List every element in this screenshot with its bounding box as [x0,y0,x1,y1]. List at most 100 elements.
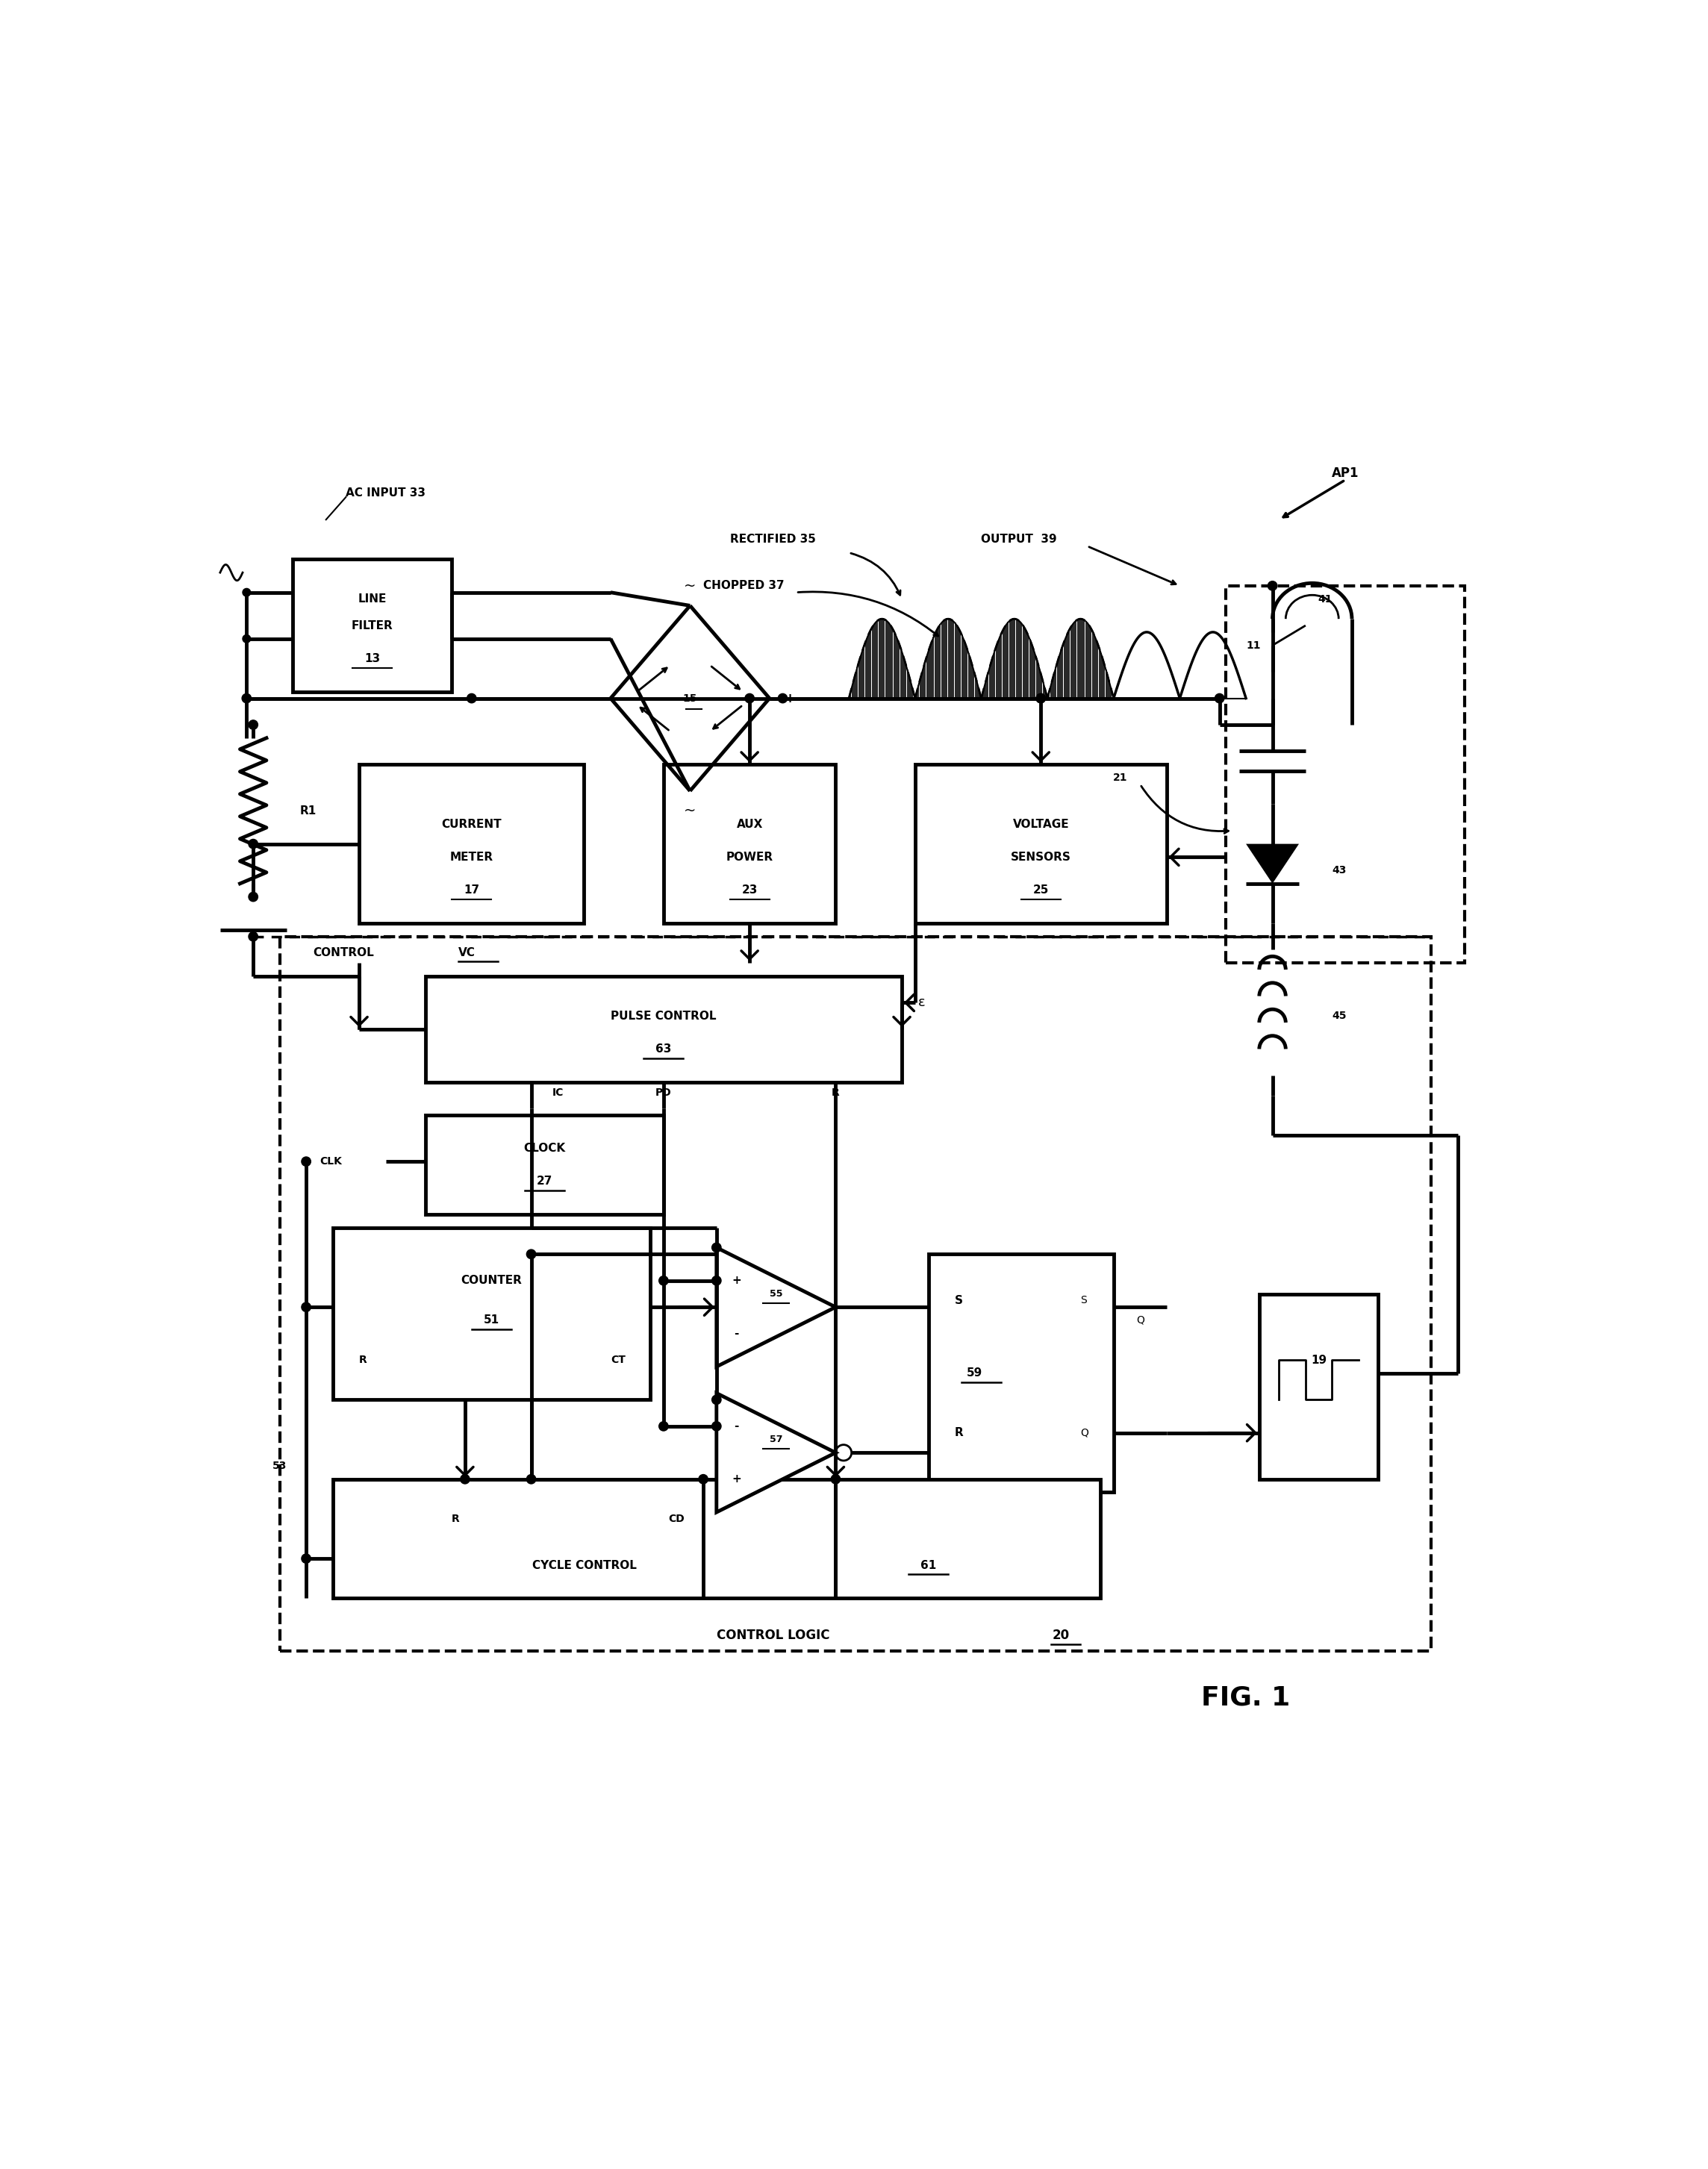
Text: PULSE CONTROL: PULSE CONTROL [611,1011,716,1022]
Bar [425,976,902,1082]
Circle shape [1214,694,1225,703]
Circle shape [659,1275,668,1286]
Text: 20: 20 [1052,1629,1069,1642]
Text: CONTROL LOGIC: CONTROL LOGIC [717,1629,830,1642]
Bar [425,1115,663,1215]
Polygon shape [717,1247,835,1366]
Text: AUX: AUX [736,818,763,829]
Text: 57: 57 [770,1434,782,1445]
Text: CURRENT: CURRENT [442,818,502,829]
Circle shape [712,1395,721,1403]
Text: +: + [784,692,794,705]
Text: CLK: CLK [319,1156,342,1167]
Text: 21: 21 [1114,772,1127,783]
Text: 53: 53 [273,1460,287,1471]
Text: -: - [734,1421,740,1432]
Text: 61: 61 [921,1560,936,1570]
Circle shape [659,1421,668,1432]
Text: 11: 11 [1247,640,1261,651]
Text: CYCLE CONTROL: CYCLE CONTROL [531,1560,637,1570]
Text: METER: METER [449,852,494,863]
Text: PD: PD [656,1087,671,1098]
Text: -: - [734,1327,740,1338]
Text: IC: IC [552,1087,564,1098]
Polygon shape [1247,844,1300,883]
Text: CONTROL: CONTROL [313,948,374,959]
Circle shape [1267,581,1278,590]
Circle shape [243,636,251,642]
Text: 45: 45 [1332,1011,1346,1022]
Text: +: + [731,1275,741,1286]
Text: 27: 27 [536,1176,552,1186]
Text: 43: 43 [1332,865,1346,876]
Text: SENSORS: SENSORS [1011,852,1071,863]
Circle shape [302,1553,311,1564]
Circle shape [832,1475,840,1484]
Circle shape [699,1475,707,1484]
Text: OUTPUT  39: OUTPUT 39 [980,534,1057,544]
Circle shape [526,1475,536,1484]
Text: FIG. 1: FIG. 1 [1201,1685,1291,1709]
Bar [664,763,835,924]
Text: R: R [832,1087,840,1098]
Circle shape [461,1475,470,1484]
Circle shape [249,891,258,902]
Circle shape [243,588,251,596]
Text: 17: 17 [465,885,480,896]
Text: 13: 13 [364,653,381,664]
Circle shape [302,1156,311,1167]
Text: 59: 59 [967,1369,982,1379]
Text: AC INPUT 33: AC INPUT 33 [345,488,425,499]
Circle shape [712,1243,721,1252]
Bar [1226,586,1464,963]
Text: 55: 55 [770,1288,782,1299]
Text: AP1: AP1 [1332,466,1360,479]
Circle shape [1037,694,1045,703]
Bar [929,1254,1114,1492]
Text: S: S [955,1295,963,1306]
Text: CT: CT [611,1356,625,1364]
Text: ~: ~ [683,805,697,818]
Text: S: S [1081,1295,1086,1306]
Bar [359,763,584,924]
Bar [333,1479,1100,1599]
Text: 23: 23 [741,885,758,896]
Text: VOLTAGE: VOLTAGE [1013,818,1069,829]
Text: R: R [359,1356,367,1364]
Circle shape [249,933,258,941]
Circle shape [712,1275,721,1286]
Circle shape [466,694,477,703]
Text: 19: 19 [1312,1353,1327,1366]
Circle shape [302,1301,311,1312]
Text: Q: Q [1081,1427,1088,1438]
Text: VC: VC [458,948,475,959]
Text: 41: 41 [1319,594,1332,605]
Text: R: R [955,1427,963,1438]
Text: ε: ε [919,996,926,1009]
Bar [333,1228,651,1399]
Text: R: R [451,1514,459,1525]
Text: ~: ~ [683,579,697,592]
Text: LINE: LINE [359,594,386,605]
Text: Q: Q [1136,1314,1144,1325]
Text: CLOCK: CLOCK [523,1143,565,1154]
Text: 15: 15 [683,694,697,703]
Bar [1259,1295,1378,1479]
Polygon shape [717,1392,835,1512]
Circle shape [745,694,755,703]
Text: R1: R1 [299,805,316,816]
Circle shape [249,720,258,729]
Text: POWER: POWER [726,852,774,863]
Text: COUNTER: COUNTER [461,1275,523,1286]
Bar [294,560,453,692]
Circle shape [1037,694,1045,703]
Text: FILTER: FILTER [352,620,393,631]
Text: 63: 63 [656,1043,671,1054]
Circle shape [526,1249,536,1258]
Circle shape [243,694,251,703]
Circle shape [779,694,787,703]
Bar [280,937,1431,1651]
Text: RECTIFIED 35: RECTIFIED 35 [729,534,815,544]
Text: 51: 51 [483,1314,499,1325]
Text: CHOPPED 37: CHOPPED 37 [704,579,784,592]
